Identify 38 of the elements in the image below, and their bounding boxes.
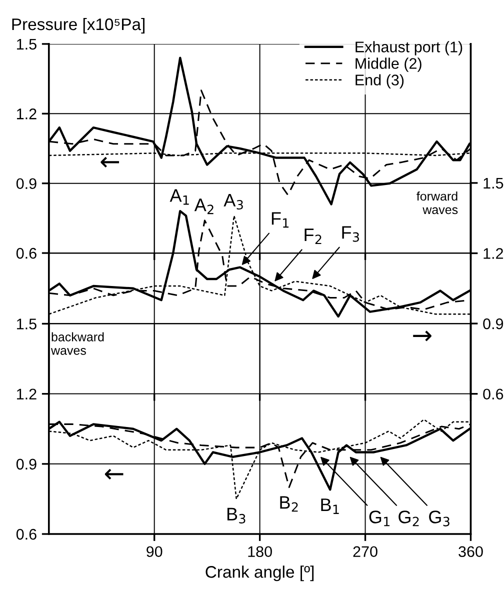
annotation: B$_{2}$ xyxy=(280,496,298,512)
annotation: G$_{3}$ xyxy=(429,510,450,526)
y-tick-label: 1.5 xyxy=(17,38,36,50)
annotation: ← xyxy=(104,468,124,480)
annotation: F$_{3}$ xyxy=(342,226,359,242)
x-tick-label: 270 xyxy=(353,546,378,558)
x-axis-title: Crank angle [º] xyxy=(206,566,314,582)
annotation: G$_{1}$ xyxy=(369,510,390,526)
y-tick-label: 1.2 xyxy=(17,108,36,120)
y-tick-label: 0.6 xyxy=(16,528,36,540)
y-tick-label: 0.9 xyxy=(16,458,36,470)
annotation: forward waves xyxy=(416,191,458,214)
annotation: B$_{3}$ xyxy=(227,508,246,524)
legend-label: End (3) xyxy=(356,74,404,88)
y-tick-label: 1.5 xyxy=(17,318,36,330)
annotation: ← xyxy=(100,156,120,168)
y-axis-title: Pressure [x10⁵Pa] xyxy=(12,18,144,34)
x-tick-label: 180 xyxy=(248,546,272,558)
annotation: → xyxy=(413,330,432,342)
y-tick-label: 1.5 xyxy=(484,178,504,189)
y-tick-label: 0.6 xyxy=(483,388,504,400)
annotation: A$_{3}$ xyxy=(224,194,243,210)
x-tick-label: 90 xyxy=(146,546,162,558)
annotation: A$_{2}$ xyxy=(194,198,214,214)
annotation: backward waves xyxy=(50,332,104,355)
y-tick-label: 1.2 xyxy=(17,388,36,400)
y-tick-label: 0.6 xyxy=(16,248,36,259)
annotation: A$_{1}$ xyxy=(170,189,189,205)
y-tick-label: 1.2 xyxy=(484,248,504,259)
y-tick-label: 0.9 xyxy=(16,178,36,190)
legend-label: Middle (2) xyxy=(356,58,422,72)
annotation: G$_{2}$ xyxy=(398,510,419,526)
annotation: F$_{2}$ xyxy=(304,228,322,244)
legend-label: Exhaust port (1) xyxy=(356,41,462,56)
annotation: B$_{1}$ xyxy=(321,498,339,514)
y-tick-label: 0.9 xyxy=(483,318,504,330)
annotation: F$_{1}$ xyxy=(272,212,289,228)
x-tick-label: 360 xyxy=(458,546,483,558)
